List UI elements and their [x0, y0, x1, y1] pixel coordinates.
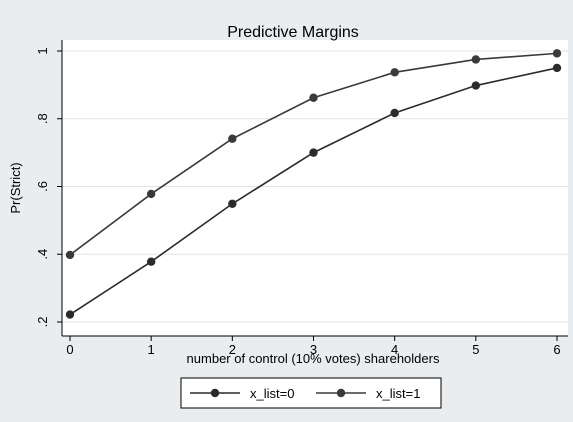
series-2-point — [309, 93, 318, 102]
series-1-point — [471, 81, 481, 90]
x-tick-label: 1 — [148, 342, 155, 357]
x-tick-label: 5 — [472, 342, 479, 357]
series-2-point — [146, 189, 156, 199]
legend: x_list=0 x_list=1 — [180, 377, 442, 409]
x-axis-ticks: 0 1 2 3 4 5 6 — [66, 336, 561, 357]
legend-marker-2 — [336, 388, 346, 398]
series-1-point — [552, 63, 562, 73]
x-axis-label: number of control (10% votes) shareholde… — [187, 351, 440, 366]
series-2-point — [471, 55, 481, 64]
y-tick-label: .2 — [35, 317, 50, 328]
y-tick-label: .4 — [35, 249, 50, 260]
series-1-point — [65, 310, 75, 319]
legend-items: x_list=0 x_list=1 — [190, 386, 420, 401]
series-2-point — [228, 134, 237, 143]
series-2-point — [65, 250, 75, 260]
x-tick-label: 2 — [229, 342, 236, 357]
grid-lines — [62, 50, 568, 323]
chart-title: Predictive Margins — [227, 24, 359, 41]
y-axis-ticks: .2 .4 .6 .8 1 — [35, 47, 62, 327]
y-tick-label: .8 — [35, 113, 50, 124]
y-tick-label: .6 — [35, 181, 50, 192]
legend-marker-1 — [210, 388, 220, 398]
series-2-point — [552, 49, 562, 58]
series-2-point — [390, 68, 399, 77]
series-1-point — [146, 257, 156, 266]
series-1-point — [309, 148, 318, 157]
x-tick-label: 3 — [310, 342, 317, 357]
x-tick-label: 6 — [553, 342, 560, 357]
y-tick-label: 1 — [35, 47, 50, 54]
plot-area — [62, 40, 568, 336]
legend-label-2: x_list=1 — [376, 386, 420, 401]
series-1-point — [228, 199, 237, 208]
series-layer — [65, 49, 562, 319]
x-tick-label: 4 — [391, 342, 398, 357]
x-tick-label: 0 — [66, 342, 73, 357]
y-axis-label: Pr(Strict) — [8, 162, 23, 213]
legend-label-1: x_list=0 — [250, 386, 294, 401]
series-1-point — [390, 108, 399, 118]
